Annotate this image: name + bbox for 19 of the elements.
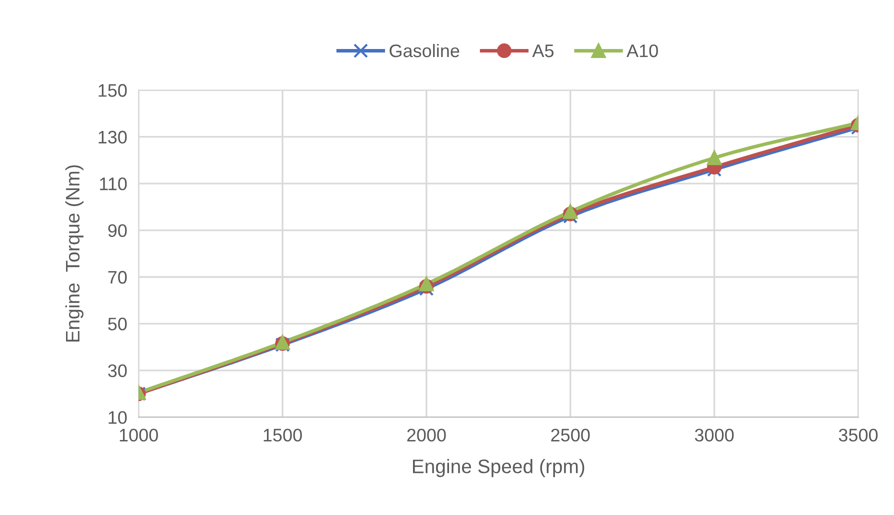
legend-label: Gasoline bbox=[390, 44, 460, 58]
x-tick-label: 1000 bbox=[120, 428, 158, 442]
x-tick-label: 3000 bbox=[694, 428, 734, 442]
x-tick-label: 1500 bbox=[264, 428, 302, 442]
y-tick-label: 150 bbox=[98, 84, 127, 97]
y-axis-title: Engine Torque (Nm) bbox=[65, 165, 84, 342]
x-tick-label: 3500 bbox=[838, 428, 878, 442]
x-tick-label: 2000 bbox=[407, 428, 446, 442]
x-tick-label: 2500 bbox=[551, 428, 590, 442]
legend-label: A10 bbox=[626, 44, 658, 58]
y-tick-label: 30 bbox=[108, 364, 127, 378]
y-tick-label: 90 bbox=[108, 224, 127, 237]
y-tick-label: 10 bbox=[108, 411, 127, 424]
y-tick-label: 70 bbox=[108, 270, 127, 284]
y-tick-label: 50 bbox=[108, 318, 127, 330]
y-tick-label: 110 bbox=[100, 177, 127, 190]
x-axis-title: Engine Speed (rpm) bbox=[413, 458, 584, 478]
y-tick-label: 130 bbox=[98, 130, 127, 144]
legend-label: A5 bbox=[532, 44, 554, 58]
